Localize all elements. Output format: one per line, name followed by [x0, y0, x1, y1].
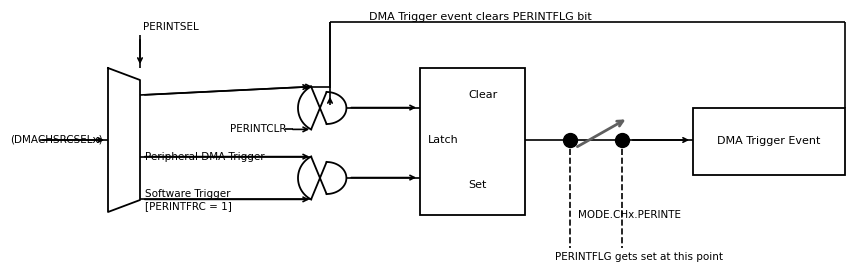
Text: Latch: Latch	[428, 135, 458, 145]
Text: PERINTCLR: PERINTCLR	[230, 124, 286, 134]
Text: Clear: Clear	[468, 90, 497, 100]
Text: MODE.CHx.PERINTE: MODE.CHx.PERINTE	[578, 210, 681, 220]
Bar	[693, 108, 845, 175]
Text: Set: Set	[468, 180, 486, 190]
Text: PERINTSEL: PERINTSEL	[143, 22, 199, 32]
Text: [PERINTFRC = 1]: [PERINTFRC = 1]	[145, 201, 232, 211]
Text: Peripheral DMA Trigger: Peripheral DMA Trigger	[145, 152, 265, 162]
Text: PERINTFLG gets set at this point: PERINTFLG gets set at this point	[555, 252, 723, 262]
Text: (DMACHSRCSELx): (DMACHSRCSELx)	[10, 135, 103, 145]
Bar	[420, 68, 525, 215]
Text: DMA Trigger event clears PERINTFLG bit: DMA Trigger event clears PERINTFLG bit	[368, 12, 592, 22]
Text: Software Trigger: Software Trigger	[145, 189, 230, 199]
Text: DMA Trigger Event: DMA Trigger Event	[717, 136, 821, 146]
